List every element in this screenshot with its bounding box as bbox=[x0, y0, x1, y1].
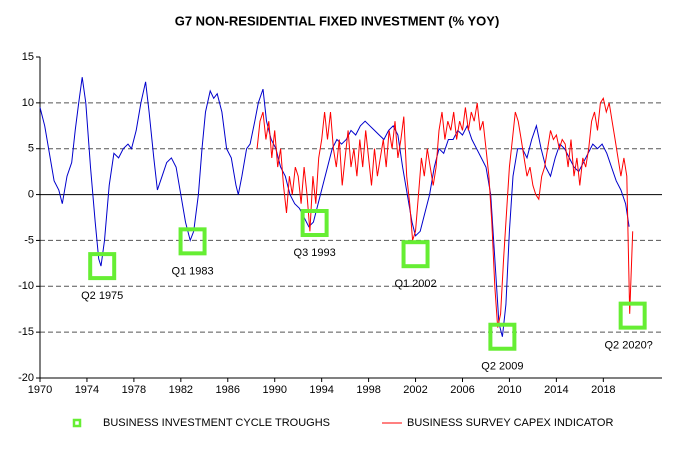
y-tick-label: 0 bbox=[28, 188, 34, 200]
trough-label: Q3 1993 bbox=[294, 247, 336, 259]
chart-title: G7 NON-RESIDENTIAL FIXED INVESTMENT (% Y… bbox=[175, 13, 500, 28]
x-tick-label: 1970 bbox=[28, 384, 52, 396]
legend-label: BUSINESS INVESTMENT CYCLE TROUGHS bbox=[103, 417, 330, 429]
trough-label: Q2 2020? bbox=[604, 340, 652, 352]
trough-marker bbox=[88, 252, 117, 281]
y-tick-label: 5 bbox=[28, 143, 34, 155]
y-tick-label: 15 bbox=[22, 51, 34, 63]
x-tick-label: 1982 bbox=[169, 384, 193, 396]
x-tick-label: 1994 bbox=[309, 384, 333, 396]
x-tick-label: 2010 bbox=[497, 384, 521, 396]
trough-marker bbox=[178, 227, 207, 256]
y-tick-label: -10 bbox=[18, 280, 34, 292]
x-tick-label: 1978 bbox=[122, 384, 146, 396]
x-tick-label: 1990 bbox=[262, 384, 286, 396]
legend-marker bbox=[72, 418, 82, 428]
x-tick-label: 2014 bbox=[544, 384, 568, 396]
x-tick-label: 2006 bbox=[450, 384, 474, 396]
trough-label: Q1 2002 bbox=[394, 278, 436, 290]
x-tick-label: 1974 bbox=[75, 384, 99, 396]
trough-label: Q1 1983 bbox=[171, 265, 213, 277]
legend-label: BUSINESS SURVEY CAPEX INDICATOR bbox=[407, 417, 613, 429]
trough-marker bbox=[488, 322, 517, 351]
y-tick-label: -20 bbox=[18, 372, 34, 384]
trough-marker bbox=[300, 209, 329, 238]
x-tick-label: 2018 bbox=[591, 384, 615, 396]
trough-marker bbox=[618, 301, 647, 330]
trough-label: Q2 2009 bbox=[481, 361, 523, 373]
trough-label: Q2 1975 bbox=[81, 290, 123, 302]
x-tick-label: 1998 bbox=[356, 384, 380, 396]
y-tick-label: -15 bbox=[18, 326, 34, 338]
y-tick-label: -5 bbox=[24, 234, 34, 246]
y-tick-label: 10 bbox=[22, 97, 34, 109]
x-tick-label: 1986 bbox=[216, 384, 240, 396]
series-line bbox=[39, 77, 630, 337]
x-tick-label: 2002 bbox=[403, 384, 427, 396]
trough-marker bbox=[401, 240, 430, 269]
series-line bbox=[256, 97, 634, 328]
